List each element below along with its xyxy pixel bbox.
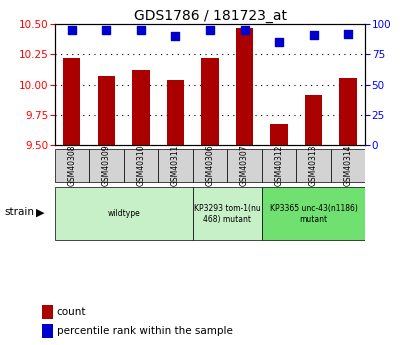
Text: GSM40313: GSM40313	[309, 145, 318, 186]
Bar	[158, 149, 193, 182]
Bar	[331, 149, 365, 182]
Bar	[193, 149, 227, 182]
Point	[103, 28, 110, 33]
Text: ▶: ▶	[36, 207, 44, 217]
Text: count: count	[57, 307, 86, 317]
Text: GSM40312: GSM40312	[275, 145, 284, 186]
Bar	[55, 149, 89, 182]
Bar	[305, 95, 322, 145]
Bar	[132, 70, 150, 145]
Bar	[201, 58, 219, 145]
Text: GSM40314: GSM40314	[344, 145, 353, 186]
Point	[68, 28, 75, 33]
Text: strain: strain	[4, 207, 34, 217]
Text: KP3293 tom-1(nu
468) mutant: KP3293 tom-1(nu 468) mutant	[194, 204, 261, 224]
Point	[138, 28, 144, 33]
Text: GSM40308: GSM40308	[67, 145, 76, 186]
Bar	[55, 187, 193, 240]
Bar	[262, 187, 365, 240]
Point	[207, 28, 213, 33]
Text: GSM40311: GSM40311	[171, 145, 180, 186]
Point	[172, 33, 179, 39]
Text: GSM40307: GSM40307	[240, 145, 249, 186]
Point	[345, 31, 352, 37]
Point	[276, 39, 282, 45]
Bar	[339, 78, 357, 145]
Text: GSM40306: GSM40306	[205, 145, 215, 186]
Point	[241, 28, 248, 33]
Text: percentile rank within the sample: percentile rank within the sample	[57, 326, 233, 336]
Bar	[89, 149, 123, 182]
Bar	[227, 149, 262, 182]
Point	[310, 32, 317, 38]
Bar	[270, 124, 288, 145]
Bar	[63, 58, 81, 145]
Text: GSM40309: GSM40309	[102, 145, 111, 186]
Bar	[167, 80, 184, 145]
Text: GSM40310: GSM40310	[136, 145, 145, 186]
Bar	[123, 149, 158, 182]
Bar	[98, 76, 115, 145]
Bar	[236, 28, 253, 145]
Bar	[193, 187, 262, 240]
Text: KP3365 unc-43(n1186)
mutant: KP3365 unc-43(n1186) mutant	[270, 204, 357, 224]
Text: GDS1786 / 181723_at: GDS1786 / 181723_at	[134, 9, 286, 23]
Bar	[262, 149, 297, 182]
Bar	[297, 149, 331, 182]
Text: wildtype: wildtype	[107, 209, 140, 218]
